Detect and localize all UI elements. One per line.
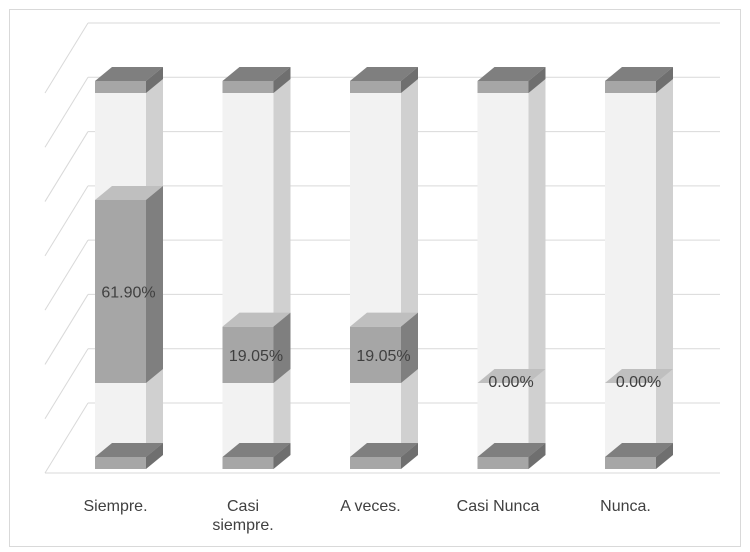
bar-top-cap <box>350 67 418 93</box>
bar-top-cap <box>477 67 546 93</box>
data-label: 61.90% <box>101 285 155 302</box>
bar-top-cap <box>95 67 163 93</box>
bar-top <box>350 312 418 327</box>
bar-tube-side <box>401 67 418 461</box>
bar-top-cap <box>222 67 291 93</box>
bar-top-cap-top <box>95 67 163 81</box>
bar-base-cap-side <box>146 443 163 469</box>
bar-group <box>350 67 418 469</box>
bar-tube-side <box>528 67 546 461</box>
bar-base-cap-front <box>605 457 656 469</box>
bar-front <box>222 326 274 383</box>
bar-top-cap-top <box>477 67 546 81</box>
bar-tube <box>477 67 546 461</box>
bar-top-cap-side <box>656 67 673 93</box>
bar-tube <box>222 67 291 461</box>
bar-top-cap-side <box>146 67 163 93</box>
gridline-diagonal <box>44 294 89 365</box>
bar-base-cap <box>222 443 291 469</box>
bar-group <box>605 67 673 469</box>
bar-top-cap-top <box>222 67 291 81</box>
gridline-diagonal <box>44 77 89 148</box>
bar-tube <box>605 67 673 461</box>
bar-group <box>222 67 291 469</box>
data-label: 0.00% <box>616 374 661 391</box>
bar <box>350 312 418 383</box>
bar-base-cap-top <box>605 443 673 457</box>
bar-top-cap-front <box>605 81 656 93</box>
bar-group <box>95 67 163 469</box>
bar-top <box>222 312 291 327</box>
bar-tube-front <box>222 81 274 461</box>
bar-base-cap-front <box>477 457 529 469</box>
bar-base-cap <box>95 443 163 469</box>
bar-top-cap-side <box>273 67 291 93</box>
bar-base-cap-top <box>477 443 546 457</box>
bar-front <box>95 200 146 383</box>
bar-top-cap-front <box>350 81 401 93</box>
x-tick-label: Nunca. <box>600 498 651 515</box>
data-label: 19.05% <box>229 348 283 365</box>
bar-top-cap-side <box>528 67 546 93</box>
bar-top-cap-top <box>350 67 418 81</box>
bar-base-cap-top <box>95 443 163 457</box>
bar-base-cap-top <box>222 443 291 457</box>
gridline-diagonal <box>44 185 89 257</box>
data-label: 0.00% <box>488 374 533 391</box>
bar-top-cap-top <box>605 67 673 81</box>
labels-layer: 61.90% Siempre. 19.05% Casi siempre. 19.05% A … <box>83 285 661 535</box>
bars-layer <box>95 67 673 469</box>
bar-base-cap-side <box>273 443 291 469</box>
bar <box>477 369 546 383</box>
bar-top-cap-front <box>477 81 529 93</box>
gridline-diagonal <box>44 402 89 474</box>
bar-top-cap <box>605 67 673 93</box>
bar <box>222 312 291 383</box>
gridline-diagonal <box>44 239 89 311</box>
x-tick-label: A veces. <box>340 498 400 515</box>
bar-front <box>350 326 401 383</box>
bar-base-cap-front <box>222 457 274 469</box>
bar-base-cap-front <box>350 457 401 469</box>
bar-base-cap-side <box>528 443 546 469</box>
bar-tube <box>350 67 418 461</box>
bar-base-cap-side <box>656 443 673 469</box>
bar-tube-front <box>350 81 401 461</box>
x-tick-label: Casi <box>227 498 259 515</box>
data-label: 19.05% <box>356 348 410 365</box>
bar-tube-front <box>477 81 529 461</box>
bar-base-cap <box>477 443 546 469</box>
bar-tube-side <box>656 67 673 461</box>
gridline-diagonal <box>44 22 89 94</box>
x-tick-label: Siempre. <box>83 498 147 515</box>
bar-tube-side <box>273 67 291 461</box>
bar-base-cap-top <box>350 443 418 457</box>
bar <box>95 186 163 383</box>
gridline-diagonal <box>44 131 89 202</box>
gridline-diagonal <box>44 348 89 419</box>
bar <box>605 369 673 383</box>
bar-side <box>273 312 291 383</box>
bar-group <box>477 67 546 469</box>
bar-top <box>95 186 163 200</box>
bar-side <box>401 312 418 383</box>
x-tick-label: siempre. <box>212 517 273 534</box>
bar-side <box>146 186 163 383</box>
bar-top-cap-side <box>401 67 418 93</box>
x-tick-label: Casi Nunca <box>457 498 540 515</box>
bar-base-cap <box>350 443 418 469</box>
bar-base-cap-side <box>401 443 418 469</box>
bar-top-cap-front <box>222 81 274 93</box>
bar-tube-front <box>605 81 656 461</box>
bar-base-cap <box>605 443 673 469</box>
bar-top-cap-front <box>95 81 146 93</box>
bar-base-cap-front <box>95 457 146 469</box>
